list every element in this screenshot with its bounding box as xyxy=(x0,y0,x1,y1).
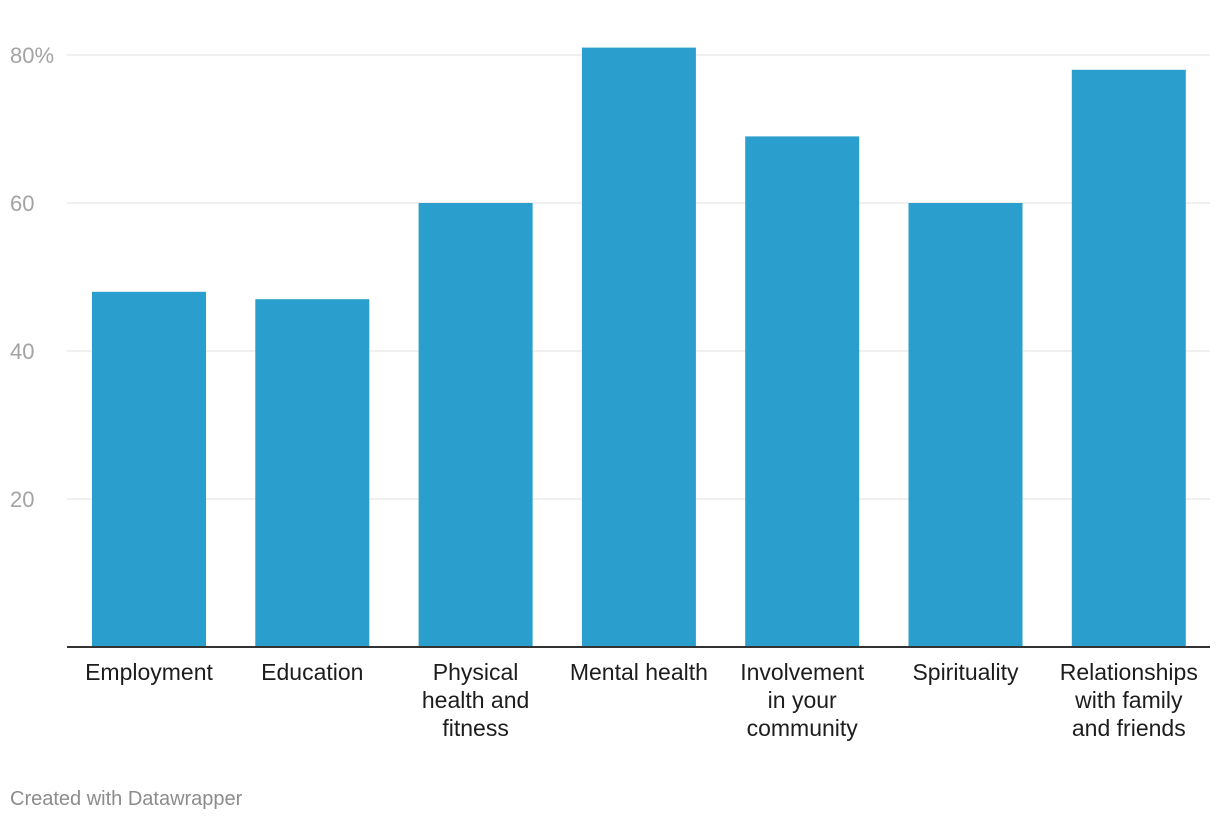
bar xyxy=(908,203,1023,647)
y-tick-label: 20 xyxy=(10,487,34,512)
x-tick-label-line: Involvement xyxy=(740,659,865,685)
footer-credit: Created with Datawrapper xyxy=(10,788,243,810)
x-tick-label: Education xyxy=(261,659,363,685)
y-tick-label: 60 xyxy=(10,191,34,216)
x-tick-label-line: in your xyxy=(768,687,837,713)
x-tick-label-line: community xyxy=(747,715,859,741)
x-tick-label: Mental health xyxy=(570,659,708,685)
x-tick-label-line: Education xyxy=(261,659,363,685)
bars xyxy=(92,47,1186,648)
bar-chart: 20 40 60 80% Employment Education Physical hea… xyxy=(10,43,1210,741)
x-tick-label-line: Physical xyxy=(433,659,519,685)
x-tick-label-line: fitness xyxy=(442,715,508,741)
bar xyxy=(581,47,696,648)
bar xyxy=(745,136,860,647)
x-tick-label-line: health and xyxy=(422,687,529,713)
x-tick-label: Involvement in your community xyxy=(740,659,865,741)
x-tick-label-line: Employment xyxy=(85,659,213,685)
bar xyxy=(92,291,206,647)
bar xyxy=(255,299,370,647)
x-tick-label-line: Relationships xyxy=(1060,659,1198,685)
x-tick-label-line: Spirituality xyxy=(912,659,1019,685)
x-axis-labels: Employment Education Physical health and fit… xyxy=(85,659,1198,741)
x-tick-label-line: Mental health xyxy=(570,659,708,685)
x-tick-label: Physical health and fitness xyxy=(422,659,529,741)
bar xyxy=(1071,69,1186,648)
x-tick-label-line: with family xyxy=(1074,687,1183,713)
y-axis-ticks: 20 40 60 80% xyxy=(10,43,54,512)
x-tick-label: Employment xyxy=(85,659,213,685)
y-tick-label: 80% xyxy=(10,43,54,68)
x-tick-label: Relationships with family and friends xyxy=(1060,659,1198,741)
y-tick-label: 40 xyxy=(10,339,34,364)
x-tick-label: Spirituality xyxy=(912,659,1019,685)
bar xyxy=(418,203,533,647)
x-tick-label-line: and friends xyxy=(1072,715,1186,741)
